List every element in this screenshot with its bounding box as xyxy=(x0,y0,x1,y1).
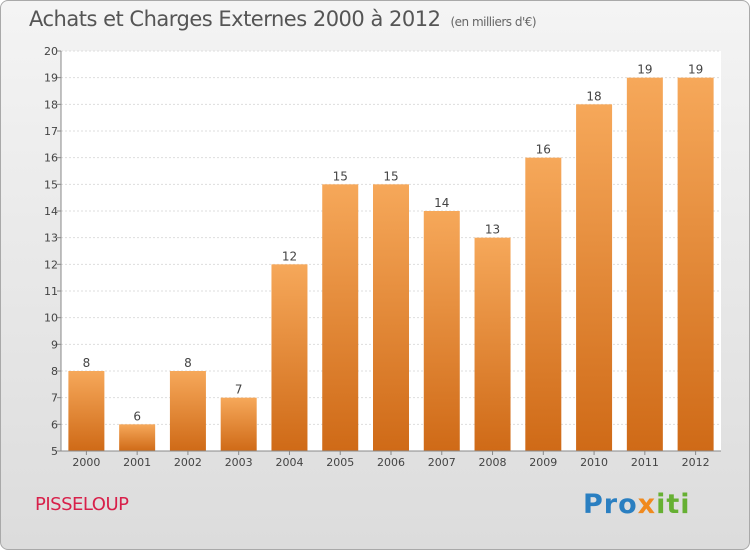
x-tick-label: 2008 xyxy=(479,456,507,469)
y-tick-label: 15 xyxy=(44,178,58,191)
x-tick-label: 2002 xyxy=(174,456,202,469)
y-tick-label: 12 xyxy=(44,258,58,271)
y-tick-label: 5 xyxy=(51,445,58,458)
data-label: 18 xyxy=(586,89,601,103)
data-label: 19 xyxy=(688,63,703,77)
bar-2002 xyxy=(169,371,206,451)
data-label: 19 xyxy=(637,63,652,77)
bar-2004 xyxy=(271,264,308,451)
bar-2003 xyxy=(220,397,257,451)
bar-2000 xyxy=(68,371,105,451)
y-tick-label: 16 xyxy=(44,152,58,165)
y-tick-label: 19 xyxy=(44,72,58,85)
data-label: 8 xyxy=(83,356,91,370)
bar-2011 xyxy=(626,77,663,452)
data-label: 15 xyxy=(383,169,398,183)
y-tick-label: 18 xyxy=(44,98,58,111)
y-tick-label: 10 xyxy=(44,312,58,325)
data-label: 14 xyxy=(434,196,449,210)
bar-2012 xyxy=(677,77,714,452)
bar-2005 xyxy=(322,184,359,452)
bar-2006 xyxy=(373,184,409,452)
town-name: PISSELOUP xyxy=(35,494,129,515)
x-tick-label: 2010 xyxy=(580,456,608,469)
bar-2001 xyxy=(119,424,156,451)
y-tick-label: 13 xyxy=(44,232,58,245)
title-text: Achats et Charges Externes 2000 à 2012 xyxy=(29,7,441,31)
x-tick-label: 2004 xyxy=(275,456,303,469)
data-label: 12 xyxy=(282,249,297,263)
bar-2009 xyxy=(525,157,562,451)
x-tick-label: 2006 xyxy=(377,456,405,469)
data-label: 16 xyxy=(536,143,551,157)
proxiti-logo: Proxiti xyxy=(583,489,691,520)
x-tick-label: 2012 xyxy=(682,456,710,469)
x-tick-label: 2001 xyxy=(123,456,151,469)
x-tick-label: 2000 xyxy=(72,456,100,469)
data-label: 13 xyxy=(485,223,500,237)
bar-2010 xyxy=(576,104,613,451)
chart-title: Achats et Charges Externes 2000 à 2012 (e… xyxy=(29,7,537,31)
unit-label: (en milliers d'€) xyxy=(450,15,537,29)
y-tick-label: 6 xyxy=(51,418,58,431)
y-tick-label: 7 xyxy=(51,392,58,405)
x-tick-label: 2003 xyxy=(225,456,253,469)
bar-2008 xyxy=(474,237,511,451)
y-tick-label: 9 xyxy=(51,338,58,351)
y-tick-label: 14 xyxy=(44,205,58,218)
y-tick-label: 11 xyxy=(44,285,58,298)
x-tick-label: 2007 xyxy=(428,456,456,469)
bar-2007 xyxy=(423,211,460,451)
x-tick-label: 2011 xyxy=(631,456,659,469)
data-label: 6 xyxy=(133,409,141,423)
data-label: 15 xyxy=(333,169,348,183)
y-tick-label: 20 xyxy=(44,45,58,58)
x-tick-label: 2005 xyxy=(326,456,354,469)
y-tick-label: 8 xyxy=(51,365,58,378)
y-tick-label: 17 xyxy=(44,125,58,138)
data-label: 7 xyxy=(235,383,243,397)
x-tick-label: 2009 xyxy=(529,456,557,469)
data-label: 8 xyxy=(184,356,192,370)
